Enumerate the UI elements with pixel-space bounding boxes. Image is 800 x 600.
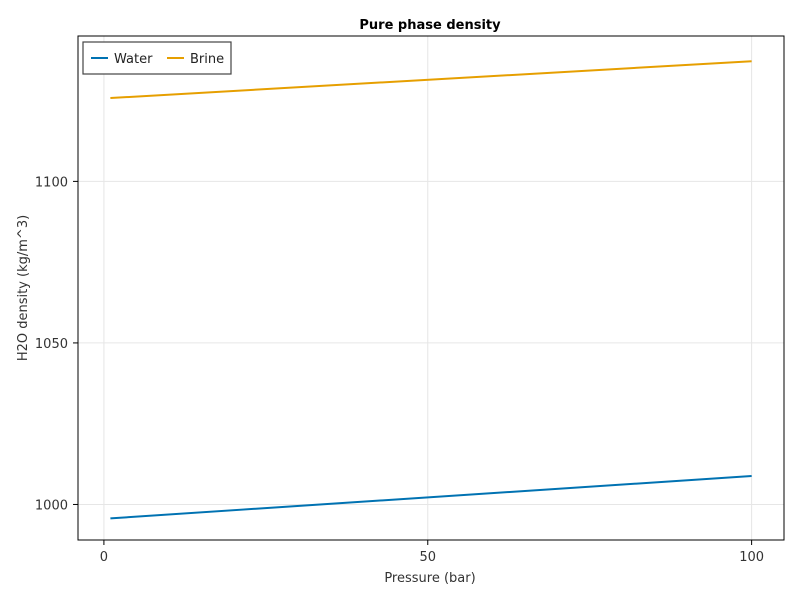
x-axis-label: Pressure (bar) — [384, 571, 475, 586]
x-tick-label: 100 — [739, 550, 764, 565]
legend: Water Brine — [82, 41, 232, 75]
legend-label-brine: Brine — [190, 52, 224, 67]
series-line-brine — [110, 60, 752, 100]
x-axis-ticks: 0 50 100 — [100, 540, 764, 565]
series-line-water — [110, 475, 752, 520]
y-tick-label: 1050 — [35, 337, 68, 352]
series-lines — [110, 60, 752, 520]
y-tick-label: 1100 — [35, 175, 68, 190]
x-tick-label: 0 — [100, 550, 108, 565]
gridlines — [78, 36, 784, 540]
y-axis-label: H2O density (kg/m^3) — [16, 215, 31, 361]
y-axis-ticks: 1000 1050 1100 — [35, 175, 78, 513]
y-tick-label: 1000 — [35, 498, 68, 513]
chart-title: Pure phase density — [359, 18, 501, 33]
legend-label-water: Water — [114, 52, 153, 67]
plot-frame — [77, 35, 785, 541]
x-tick-label: 50 — [419, 550, 436, 565]
